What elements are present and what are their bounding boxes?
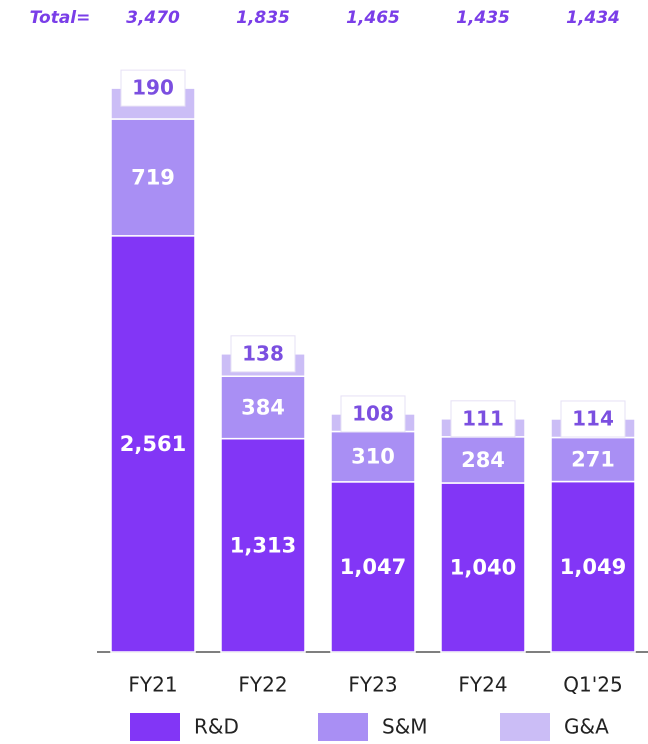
legend-label: S&M	[382, 715, 428, 739]
data-label: 1,047	[340, 555, 406, 579]
data-label: 111	[462, 406, 504, 430]
bar-segment	[440, 436, 526, 484]
data-label: 108	[352, 401, 394, 425]
total-label: 3,470	[126, 8, 180, 28]
legend-label: R&D	[194, 715, 239, 739]
total-label: 1,434	[566, 8, 620, 28]
x-tick-label: Q1'25	[563, 673, 622, 697]
bar-segment	[440, 482, 526, 653]
data-label: 1,049	[560, 555, 626, 579]
label-box	[450, 400, 516, 438]
label-box	[230, 335, 296, 373]
totals-title: Total=	[30, 8, 91, 28]
data-label: 190	[132, 76, 174, 100]
data-label: 271	[571, 448, 615, 472]
legend-swatch	[500, 713, 550, 741]
label-box	[340, 395, 406, 433]
x-tick-label: FY24	[458, 673, 507, 697]
x-tick-label: FY21	[128, 673, 177, 697]
x-tick-label: FY22	[238, 673, 287, 697]
bar-segment	[330, 430, 416, 483]
data-label: 114	[572, 406, 614, 430]
legend-swatch	[318, 713, 368, 741]
data-label: 719	[131, 165, 175, 189]
bar-segment	[220, 437, 306, 653]
data-label: 384	[241, 395, 285, 419]
bar-segment	[110, 118, 196, 237]
data-label: 284	[461, 448, 505, 472]
data-label: 310	[351, 445, 395, 469]
bar-segment	[220, 375, 306, 440]
data-label: 2,561	[120, 432, 186, 456]
label-box	[560, 400, 626, 438]
legend-label: G&A	[564, 715, 609, 739]
total-label: 1,435	[456, 8, 510, 28]
label-box	[120, 69, 186, 107]
total-label: 1,465	[346, 8, 400, 28]
data-label: 1,040	[450, 556, 516, 580]
legend-swatch	[130, 713, 180, 741]
x-tick-label: FY23	[348, 673, 397, 697]
data-label: 1,313	[230, 533, 296, 557]
bar-segment	[330, 481, 416, 653]
total-label: 1,835	[236, 8, 290, 28]
bar-segment	[110, 235, 196, 653]
data-label: 138	[242, 341, 284, 365]
